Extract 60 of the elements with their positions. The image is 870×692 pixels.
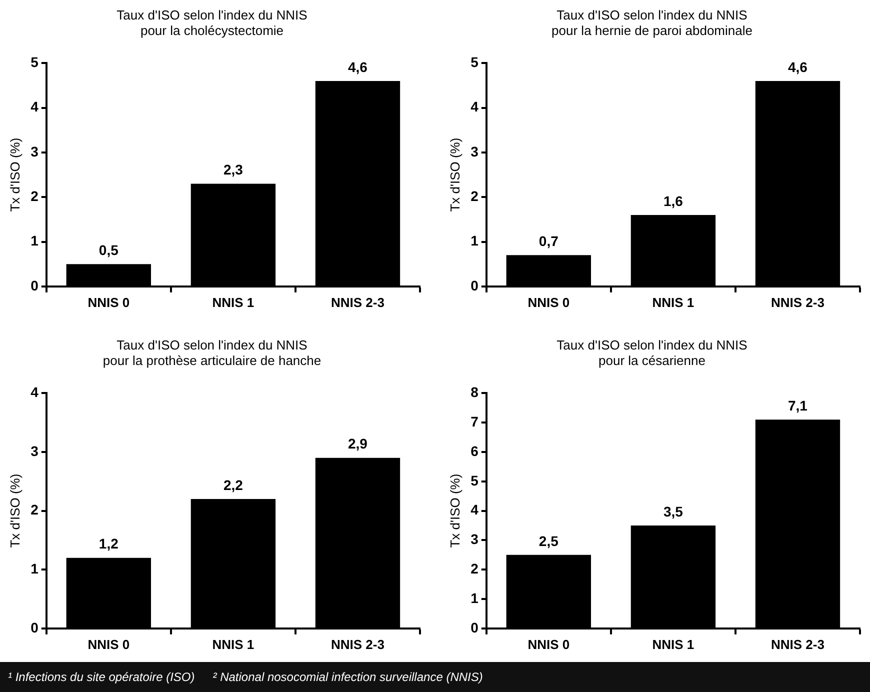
data-label: 1,6 bbox=[663, 192, 684, 209]
y-tick-label: 5 bbox=[470, 54, 479, 70]
y-axis-title: Tx d'ISO (%) bbox=[447, 138, 462, 212]
y-tick-label: 2 bbox=[470, 560, 479, 576]
data-label: 7,1 bbox=[788, 398, 808, 414]
y-tick-label: 3 bbox=[470, 143, 479, 160]
x-tick-label: NNIS 2-3 bbox=[330, 294, 384, 310]
y-tick-label: 2 bbox=[30, 502, 39, 518]
y-tick-label: 4 bbox=[30, 384, 39, 400]
data-label: 0,7 bbox=[538, 233, 559, 250]
x-tick-label: NNIS 2-3 bbox=[770, 294, 824, 310]
x-tick-label: NNIS 1 bbox=[212, 636, 254, 652]
y-tick-label: 1 bbox=[30, 232, 39, 249]
y-axis-title: Tx d'ISO (%) bbox=[7, 474, 22, 548]
chart-title: Taux d'ISO selon l'index du NNIS pour la cholécystectomie bbox=[116, 7, 308, 38]
y-tick-label: 6 bbox=[470, 442, 479, 459]
y-tick-label: 5 bbox=[470, 472, 479, 488]
y-tick-label: 2 bbox=[30, 188, 39, 204]
x-tick-label: NNIS 2-3 bbox=[330, 636, 384, 652]
y-tick-label: 0 bbox=[470, 277, 479, 294]
y-tick-label: 2 bbox=[470, 188, 479, 204]
data-label: 3,5 bbox=[663, 503, 684, 520]
data-label: 4,6 bbox=[788, 58, 808, 75]
text: ² National nosocomial infection surveillance (NNIS) bbox=[212, 670, 483, 684]
y-tick-label: 5 bbox=[30, 54, 39, 70]
data-label: 2,9 bbox=[348, 436, 368, 452]
x-tick-label: NNIS 0 bbox=[88, 294, 130, 310]
y-axis-title: Tx d'ISO (%) bbox=[447, 474, 462, 548]
text: ¹ Infections du site opératoire (ISO) bbox=[8, 670, 195, 684]
y-tick-label: 3 bbox=[30, 143, 39, 160]
chart-title: Taux d'ISO selon l'index du NNIS pour la prothèse articulaire de hanche bbox=[102, 337, 322, 368]
x-tick-label: NNIS 1 bbox=[652, 636, 694, 652]
x-tick-label: NNIS 0 bbox=[88, 636, 130, 652]
x-tick-label: NNIS 2-3 bbox=[770, 636, 824, 652]
x-tick-label: NNIS 1 bbox=[652, 294, 694, 310]
x-tick-label: NNIS 0 bbox=[528, 636, 570, 652]
y-tick-label: 0 bbox=[30, 619, 39, 636]
data-label: 1,2 bbox=[98, 536, 119, 552]
chart-title: Taux d'ISO selon l'index du NNIS pour la hernie de paroi abdominale bbox=[552, 7, 752, 38]
y-tick-label: 7 bbox=[470, 413, 479, 430]
y-axis-title: Tx d'ISO (%) bbox=[7, 138, 22, 212]
chart-title: Taux d'ISO selon l'index du NNIS pour la césarienne bbox=[556, 337, 748, 368]
y-tick-label: 3 bbox=[30, 442, 39, 459]
y-tick-label: 1 bbox=[30, 560, 39, 576]
data-label: 4,6 bbox=[348, 58, 368, 75]
y-tick-label: 1 bbox=[470, 232, 479, 249]
y-tick-label: 4 bbox=[470, 98, 479, 115]
x-tick-label: NNIS 0 bbox=[528, 294, 570, 310]
y-tick-label: 0 bbox=[470, 619, 479, 636]
x-tick-label: NNIS 1 bbox=[212, 294, 254, 310]
data-label: 2,3 bbox=[223, 162, 244, 178]
y-tick-label: 4 bbox=[30, 98, 39, 115]
y-tick-label: 1 bbox=[470, 590, 479, 606]
y-tick-label: 0 bbox=[30, 277, 39, 294]
y-tick-label: 4 bbox=[470, 502, 479, 518]
y-tick-label: 8 bbox=[470, 384, 479, 400]
data-label: 2,5 bbox=[538, 532, 559, 549]
y-tick-label: 3 bbox=[470, 531, 479, 548]
data-label: 2,2 bbox=[223, 476, 244, 493]
data-label: 0,5 bbox=[98, 242, 119, 258]
